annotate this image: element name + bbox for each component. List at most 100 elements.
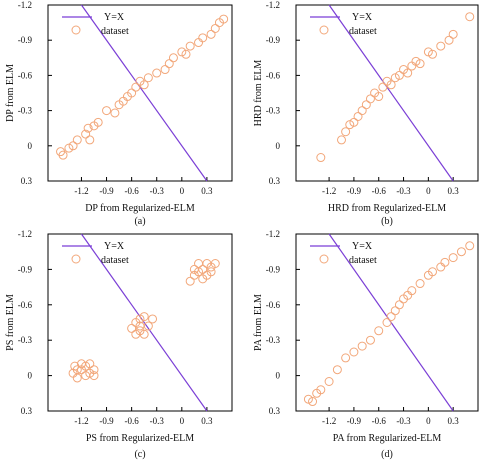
data-point	[131, 82, 141, 92]
data-point	[110, 108, 120, 118]
data-point	[374, 92, 384, 102]
y-tick-label: -0.9	[18, 35, 33, 45]
y-tick-label: 0	[276, 141, 281, 151]
x-tick-label: -0.9	[347, 186, 362, 196]
legend-marker-swatch	[319, 254, 329, 264]
x-axis-label: HRD from Regularized-ELM	[328, 203, 446, 214]
legend-line-label: Y=X	[352, 241, 373, 252]
y-tick-label: -0.6	[266, 70, 281, 80]
panel-caption: (c)	[134, 449, 145, 460]
x-tick-label: -1.2	[74, 186, 88, 196]
data-point	[185, 41, 195, 51]
y-tick-label: 0.3	[21, 406, 33, 416]
legend: Y=X dataset	[62, 241, 129, 266]
data-point	[198, 274, 208, 284]
data-point	[206, 267, 216, 277]
data-point	[415, 279, 425, 289]
data-point	[353, 111, 363, 121]
data-point	[308, 397, 318, 407]
plot-frame	[295, 4, 479, 182]
data-point	[456, 247, 466, 257]
data-point	[324, 377, 334, 386]
data-point	[135, 314, 145, 324]
y-tick-label: 0	[28, 371, 33, 381]
data-point	[440, 257, 450, 267]
data-point	[89, 371, 99, 381]
data-point	[444, 35, 454, 45]
data-point	[72, 373, 82, 383]
data-point	[198, 33, 208, 43]
data-point	[70, 361, 80, 371]
data-point	[139, 329, 149, 339]
data-point	[210, 259, 220, 268]
y-tick-label: -0.9	[18, 264, 33, 274]
data-point	[394, 300, 404, 310]
x-tick-label: 0.3	[201, 416, 213, 426]
data-point	[465, 12, 475, 22]
data-point	[68, 141, 78, 151]
legend: Y=X dataset	[310, 12, 377, 37]
legend-line-label: Y=X	[352, 12, 373, 23]
y-tick-label: 0	[28, 141, 33, 151]
data-point	[168, 53, 178, 63]
plot-frame	[295, 233, 479, 412]
legend-line-label: Y=X	[104, 241, 125, 252]
data-point	[378, 82, 388, 92]
chart-panel-4: -1.2 -0.9 -0.6 -0.3 0 0.3 -1.2 -0.9 -0.6 -0.3 0 0.3…	[253, 229, 479, 460]
y-tick-label: -0.9	[266, 35, 281, 45]
data-point	[386, 312, 396, 322]
legend-marker-swatch	[319, 25, 329, 35]
data-point	[135, 321, 145, 331]
panel-caption: (a)	[134, 216, 145, 227]
y-tick-label: -0.3	[266, 106, 281, 116]
data-point	[382, 318, 392, 327]
panel-caption: (b)	[381, 216, 393, 227]
plot-frame	[47, 233, 233, 412]
legend-marker-label: dataset	[349, 26, 377, 37]
x-tick-label: 0	[180, 416, 185, 426]
x-tick-label: -1.2	[74, 416, 88, 426]
data-point	[365, 94, 375, 104]
data-point	[357, 341, 367, 351]
y-axis-label: HRD from ELM	[253, 60, 264, 127]
data-point	[181, 49, 191, 59]
legend-line-label: Y=X	[104, 12, 125, 23]
y-tick-label: -0.6	[18, 70, 33, 80]
legend-marker-label: dataset	[349, 255, 377, 266]
data-point	[164, 59, 174, 69]
y-tick-label: -0.3	[266, 335, 281, 345]
data-point	[85, 359, 95, 369]
x-tick-label: -0.9	[99, 416, 114, 426]
x-tick-label: -1.2	[322, 416, 336, 426]
y-tick-label: -0.6	[266, 300, 281, 310]
data-point	[407, 286, 417, 296]
data-point	[407, 61, 417, 71]
panel-caption: (d)	[381, 449, 393, 460]
chart-panel-3: -1.2 -0.9 -0.6 -0.3 0 0.3 -1.2 -0.9 -0.6 -0.3 0 0.3…	[5, 229, 233, 460]
reference-line-y-equals-x	[80, 4, 208, 182]
data-point	[428, 267, 437, 277]
data-point	[448, 29, 458, 39]
data-point	[465, 241, 475, 251]
data-point	[143, 73, 153, 83]
data-point	[219, 14, 229, 24]
y-tick-label: 0.3	[21, 176, 33, 186]
data-point	[337, 135, 346, 145]
data-point	[341, 353, 351, 363]
reference-line-y-equals-x	[328, 4, 454, 182]
x-axis-label: PS from Regularized-ELM	[86, 433, 194, 444]
data-point	[194, 259, 204, 268]
data-point	[349, 117, 359, 127]
y-tick-label: -0.9	[266, 264, 281, 274]
x-tick-label: 0	[180, 186, 185, 196]
y-tick-label: -0.3	[18, 106, 33, 116]
data-point	[85, 135, 95, 145]
y-axis-label: PS from ELM	[5, 294, 16, 351]
x-tick-label: -0.6	[372, 186, 387, 196]
data-point	[58, 150, 68, 160]
data-point	[428, 49, 437, 59]
data-point	[374, 326, 384, 336]
data-point	[341, 127, 351, 137]
x-axis-label: DP from Regularized-ELM	[85, 203, 195, 214]
